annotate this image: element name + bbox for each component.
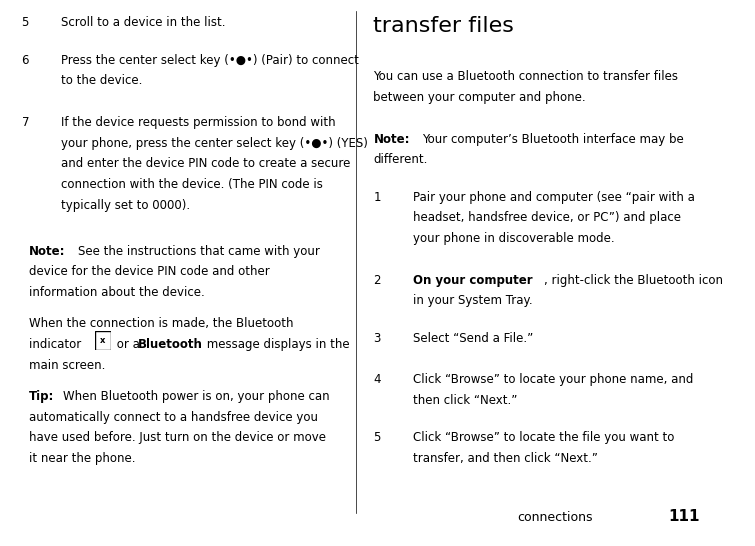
Text: Select “Send a File.”: Select “Send a File.” [413, 332, 533, 345]
Text: have used before. Just turn on the device or move: have used before. Just turn on the devic… [29, 431, 325, 444]
Text: to the device.: to the device. [61, 74, 143, 87]
Text: and enter the device PIN code to create a secure: and enter the device PIN code to create … [61, 157, 350, 170]
Text: message displays in the: message displays in the [202, 338, 349, 351]
Text: typically set to 0000).: typically set to 0000). [61, 199, 190, 212]
Text: Pair your phone and computer (see “pair with a: Pair your phone and computer (see “pair … [413, 191, 695, 204]
Text: Press the center select key (•●•) (Pair) to connect: Press the center select key (•●•) (Pair)… [61, 54, 359, 67]
Text: Note:: Note: [29, 245, 65, 258]
Text: in your System Tray.: in your System Tray. [413, 294, 532, 307]
Text: transfer, and then click “Next.”: transfer, and then click “Next.” [413, 452, 598, 465]
Text: 7: 7 [22, 116, 29, 129]
Text: You can use a Bluetooth connection to transfer files: You can use a Bluetooth connection to tr… [374, 70, 679, 84]
Text: Your computer’s Bluetooth interface may be: Your computer’s Bluetooth interface may … [422, 133, 684, 146]
Text: your phone in discoverable mode.: your phone in discoverable mode. [413, 232, 615, 245]
Text: 4: 4 [374, 373, 381, 386]
Text: between your computer and phone.: between your computer and phone. [374, 91, 586, 104]
Text: automatically connect to a handsfree device you: automatically connect to a handsfree dev… [29, 411, 318, 424]
Text: then click “Next.”: then click “Next.” [413, 394, 517, 407]
Text: When the connection is made, the Bluetooth: When the connection is made, the Bluetoo… [29, 317, 293, 330]
Text: Tip:: Tip: [29, 390, 54, 403]
Text: 5: 5 [374, 431, 381, 444]
Text: Click “Browse” to locate your phone name, and: Click “Browse” to locate your phone name… [413, 373, 693, 386]
Text: Bluetooth: Bluetooth [138, 338, 203, 351]
Text: See the instructions that came with your: See the instructions that came with your [78, 245, 319, 258]
Text: or a: or a [113, 338, 144, 351]
Text: Note:: Note: [374, 133, 410, 146]
Text: your phone, press the center select key (•●•) (YES): your phone, press the center select key … [61, 136, 368, 150]
Text: When Bluetooth power is on, your phone can: When Bluetooth power is on, your phone c… [63, 390, 330, 403]
Text: indicator: indicator [29, 338, 85, 351]
Text: different.: different. [374, 153, 428, 167]
Text: connection with the device. (The PIN code is: connection with the device. (The PIN cod… [61, 178, 323, 191]
Text: If the device requests permission to bond with: If the device requests permission to bon… [61, 116, 336, 129]
Text: 1: 1 [374, 191, 381, 204]
Text: Scroll to a device in the list.: Scroll to a device in the list. [61, 16, 226, 29]
Text: 5: 5 [22, 16, 29, 29]
Text: transfer files: transfer files [374, 16, 514, 37]
Text: device for the device PIN code and other: device for the device PIN code and other [29, 265, 270, 278]
Text: , right-click the Bluetooth icon: , right-click the Bluetooth icon [544, 274, 723, 287]
Text: main screen.: main screen. [29, 359, 105, 372]
Text: On your computer: On your computer [413, 274, 532, 287]
Text: 111: 111 [668, 509, 699, 524]
Text: connections: connections [517, 511, 593, 524]
Text: Click “Browse” to locate the file you want to: Click “Browse” to locate the file you wa… [413, 431, 674, 444]
Text: it near the phone.: it near the phone. [29, 452, 135, 465]
Text: 6: 6 [22, 54, 29, 67]
Text: 2: 2 [374, 274, 381, 287]
Text: 3: 3 [374, 332, 381, 345]
Text: information about the device.: information about the device. [29, 286, 205, 299]
Text: headset, handsfree device, or PC”) and place: headset, handsfree device, or PC”) and p… [413, 211, 681, 224]
